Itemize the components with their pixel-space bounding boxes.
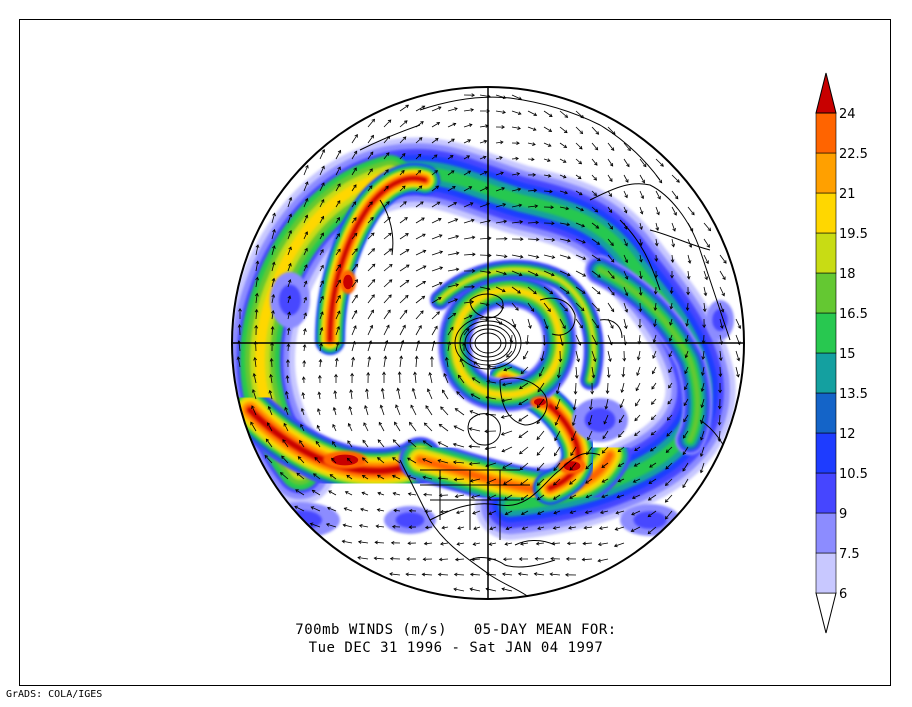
legend-bin [815, 152, 837, 194]
software-credit: GrADS: COLA/IGES [6, 689, 103, 700]
legend-tick-label: 16.5 [839, 307, 868, 322]
legend-tick-label: 6 [839, 587, 847, 602]
plot-frame [19, 19, 891, 686]
legend-tick-label: 24 [839, 107, 856, 122]
legend-tick-label: 18 [839, 267, 856, 282]
legend-tick-label: 7.5 [839, 547, 860, 562]
legend-bin [815, 552, 837, 594]
legend-bin-top [815, 72, 837, 114]
legend-tick-label: 22.5 [839, 147, 868, 162]
legend-tick-label: 12 [839, 427, 856, 442]
legend-bin [815, 272, 837, 314]
legend-tick-label: 9 [839, 507, 847, 522]
legend-bin [815, 112, 837, 154]
legend-bin [815, 472, 837, 514]
wind-vectors [236, 93, 742, 592]
legend-tick-label: 19.5 [839, 227, 868, 242]
legend-bin [815, 312, 837, 354]
legend-bin [815, 392, 837, 434]
legend-tick-label: 15 [839, 347, 856, 362]
legend-tick-label: 21 [839, 187, 856, 202]
legend-bin [815, 192, 837, 234]
legend-tick-label: 10.5 [839, 467, 868, 482]
legend-bin [815, 352, 837, 394]
legend-bin [815, 432, 837, 474]
wind-speed-shading [232, 137, 736, 540]
legend-tick-label: 13.5 [839, 387, 868, 402]
map-title-line2: Tue DEC 31 1996 - Sat JAN 04 1997 [308, 640, 604, 656]
map-title-line1: 700mb WINDS (m/s) 05-DAY MEAN FOR: [295, 622, 617, 638]
legend-bin [815, 512, 837, 554]
legend-bin [815, 232, 837, 274]
